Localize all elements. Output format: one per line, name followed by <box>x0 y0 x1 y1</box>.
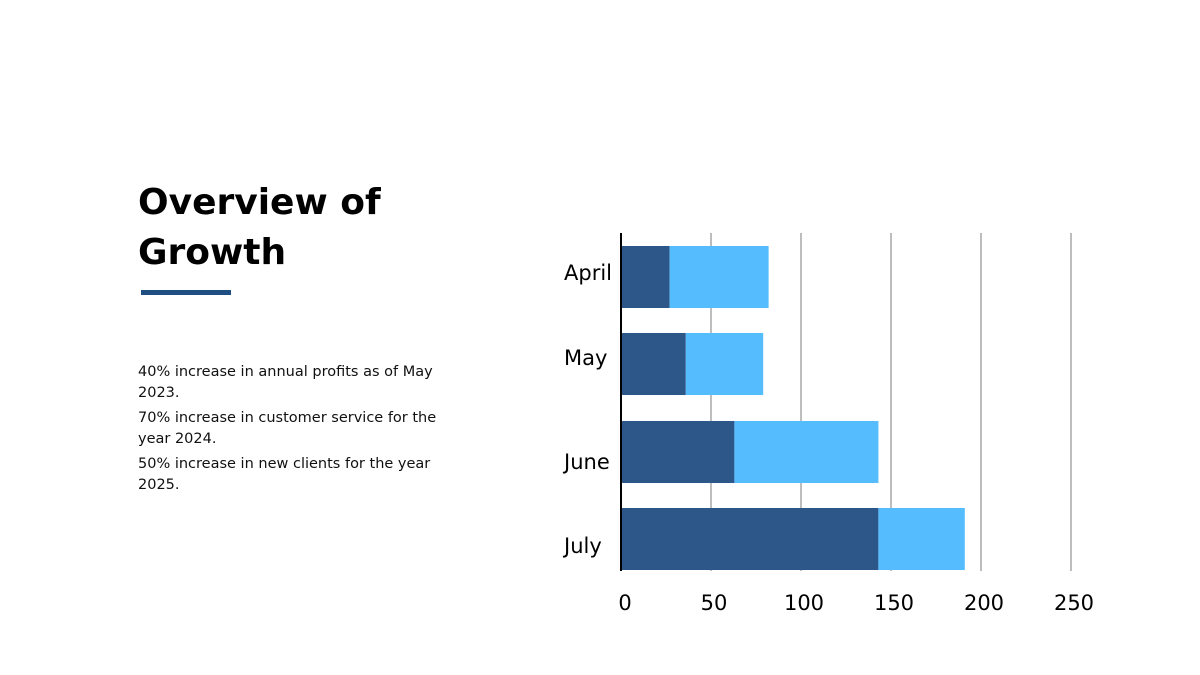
x-tick-label: 200 <box>964 591 1004 615</box>
bar-may-series-2 <box>685 333 764 395</box>
bar-april-series-1 <box>621 246 670 308</box>
x-tick-label: 50 <box>701 591 728 615</box>
bar-june-series-1 <box>621 421 735 483</box>
growth-highlights-list: 40% increase in annual profits as of May… <box>138 362 453 500</box>
bar-july-series-2 <box>878 508 965 570</box>
title-underline <box>141 290 231 295</box>
highlight-item: 40% increase in annual profits as of May… <box>138 364 433 401</box>
x-tick-label: 250 <box>1054 591 1094 615</box>
bar-july-series-1 <box>621 508 879 570</box>
page-title: Overview of Growth <box>138 178 438 278</box>
highlight-item: 70% increase in customer service for the… <box>138 410 437 447</box>
x-tick-label: 100 <box>784 591 824 615</box>
category-label: April <box>564 261 612 285</box>
category-label: May <box>564 346 607 370</box>
bar-april-series-2 <box>669 246 769 308</box>
bar-june-series-2 <box>734 421 879 483</box>
page-title-line-2: Growth <box>138 232 287 273</box>
bar-may-series-1 <box>621 333 686 395</box>
x-tick-label: 150 <box>874 591 914 615</box>
category-label: June <box>562 450 610 474</box>
highlight-item: 50% increase in new clients for the year… <box>138 456 431 493</box>
x-tick-label: 0 <box>618 591 631 615</box>
page-title-line-1: Overview of <box>138 182 381 223</box>
category-label: July <box>562 534 602 558</box>
